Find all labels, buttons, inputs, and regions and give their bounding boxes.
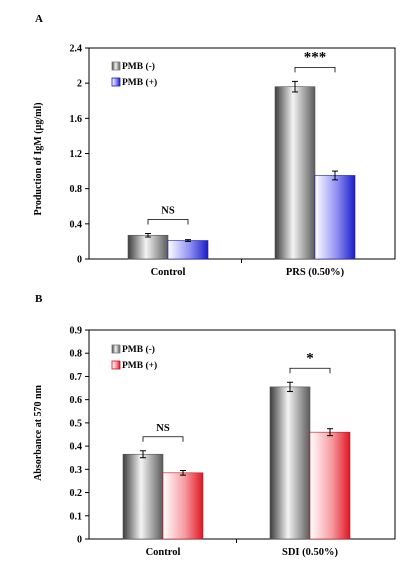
y-tick-label-b: 0.8 [70, 349, 83, 360]
significance-label-a: *** [304, 49, 327, 65]
panel-label-a: A [35, 13, 43, 25]
legend-swatch-b [111, 344, 121, 354]
plot-area-b: 0 0.1 0.2 0.3 0.4 0.5 0.6 0.7 0.8 0.9 Control SDI (… [70, 326, 396, 558]
x-tick-label-a: PRS (0.50%) [286, 267, 345, 278]
y-tick-label-b: 0.3 [70, 465, 83, 476]
y-tick-label-a: 2 [77, 79, 82, 90]
legend-swatch-a [111, 77, 121, 87]
bar-b-pmb-minus-control [122, 453, 164, 540]
legend-label-b: PMB (-) [122, 344, 155, 355]
bar-b-pmb-plus-treatment [309, 431, 351, 540]
bar-a-pmb-minus-control [127, 234, 169, 260]
y-tick-label-a: 0.8 [70, 184, 83, 195]
y-tick-label-b: 0.9 [70, 326, 83, 337]
panel-a: A Production of IgM (µg/ml) 0 0.4 0.8 1.2 1.… [33, 13, 396, 278]
plot-frame-b [88, 329, 396, 540]
legend-swatch-b [111, 360, 121, 370]
x-tick-label-b: SDI (0.50%) [282, 547, 339, 558]
y-tick-label-a: 1.6 [70, 114, 83, 125]
panel-label-b: B [35, 293, 43, 305]
y-tick-label-a: 1.2 [70, 149, 83, 160]
significance-label-a: NS [161, 206, 175, 217]
y-tick-label-b: 0.1 [70, 511, 83, 522]
x-tick-label-b: Control [146, 547, 181, 558]
y-tick-label-b: 0.4 [70, 442, 83, 453]
significance-bracket-b [289, 367, 331, 374]
panel-b: B Absorbance at 570 nm 00.10.20.30.40.50… [33, 293, 396, 558]
y-tick-label-b: 0.5 [70, 418, 83, 429]
bar-b-pmb-minus-treatment [269, 386, 311, 540]
x-tick-label-a: Control [151, 267, 186, 278]
significance-bracket-a [147, 219, 189, 225]
legend-label-a: PMB (-) [122, 61, 155, 72]
significance-label-b: NS [156, 423, 170, 434]
y-axis-label-a: Production of IgM (µg/ml) [33, 102, 44, 215]
y-tick-label-b: 0 [77, 535, 82, 546]
significance-bracket-a [294, 67, 336, 73]
y-tick-label-a: 0 [77, 255, 82, 266]
significance-label-b: * [306, 350, 314, 366]
y-tick-label-b: 0.6 [70, 395, 83, 406]
legend-label-b: PMB (+) [122, 360, 157, 371]
y-tick-label-b: 0.2 [70, 488, 83, 499]
y-axis-label-b: Absorbance at 570 nm [33, 384, 44, 481]
legend-label-a: PMB (+) [122, 77, 157, 88]
bar-a-pmb-plus-treatment [314, 175, 356, 260]
plot-area-a: 0 0.4 0.8 1.2 1.6 2 2.4 Control PRS (0.50%) NS ***… [70, 44, 396, 278]
y-tick-label-a: 0.4 [70, 219, 83, 230]
significance-bracket-b [142, 436, 184, 442]
bar-a-pmb-minus-treatment [274, 86, 316, 260]
y-tick-label-a: 2.4 [70, 44, 83, 55]
legend-swatch-a [111, 61, 121, 71]
bar-b-pmb-plus-control [162, 472, 204, 540]
bar-a-pmb-plus-control [167, 240, 209, 260]
y-tick-label-b: 0.7 [70, 372, 83, 383]
